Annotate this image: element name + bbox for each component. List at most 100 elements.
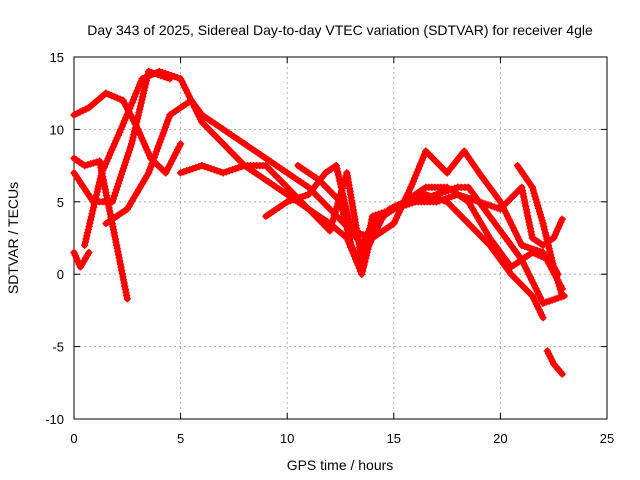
y-tick-label: 5 [57,195,64,210]
data-point-marker [81,238,90,246]
data-point-marker [136,105,144,113]
data-point-marker [361,247,369,255]
data-point-marker [519,190,527,198]
data-point-marker [90,200,98,208]
data-point-marker [547,254,556,262]
data-point-marker [87,213,95,221]
data-point-marker [358,260,367,268]
data-point-marker [339,207,347,215]
data-point-marker [547,250,555,259]
data-point-marker [132,121,140,129]
data-point-marker [362,241,371,249]
data-point-marker [339,210,348,218]
data-point-marker [549,260,557,268]
data-point-marker [550,263,558,271]
data-point-marker [551,269,560,277]
data-point-marker [95,181,103,190]
data-point-marker [85,222,93,230]
series-track-4 [70,67,174,206]
data-point-marker [524,212,532,220]
y-tick-label: 10 [50,122,64,137]
data-point-marker [336,198,345,206]
data-point-marker [88,210,96,218]
data-point-marker [525,218,533,226]
data-point-marker [362,244,370,252]
x-tick-label: 20 [493,431,507,446]
data-point-marker [129,133,137,142]
data-point-marker [94,184,102,193]
data-point-marker [521,199,529,207]
data-point-marker [520,196,528,204]
series-track-11 [543,347,566,378]
data-point-marker [539,219,547,228]
x-axis-label: GPS time / hours [287,457,394,473]
data-point-marker [342,219,350,228]
data-point-marker [368,215,376,224]
data-point-marker [86,216,95,224]
data-point-marker [343,226,351,234]
series-track-7 [177,162,547,322]
data-point-marker [551,231,559,239]
data-point-marker [555,282,563,290]
data-point-marker [337,201,345,209]
data-point-marker [524,215,532,223]
data-point-marker [544,238,552,246]
data-point-marker [366,225,374,233]
x-tick-label: 0 [70,431,77,446]
data-point-marker [141,83,149,91]
series-track-10 [513,162,566,300]
data-point-marker [137,99,145,107]
data-point-marker [130,130,138,139]
data-point-marker [359,257,367,265]
data-point-marker [139,89,148,98]
data-point-marker [334,168,342,176]
data-point-marker [83,232,91,240]
data-point-marker [96,175,104,183]
data-point-marker [84,225,92,234]
data-point-marker [341,216,349,225]
series-track-9 [294,162,566,271]
data-point-marker [366,222,375,230]
data-point-marker [545,244,553,252]
data-point-marker [526,221,534,229]
data-point-marker [523,209,531,217]
data-point-marker [364,231,373,239]
x-tick-label: 15 [387,431,401,446]
data-point-marker [89,203,98,212]
data-point-marker [86,219,94,227]
data-point-marker [93,188,101,196]
data-point-marker [339,189,347,198]
data-point-marker [552,273,561,281]
data-point-marker [555,221,563,230]
data-point-marker [367,219,375,227]
data-point-marker [520,193,528,201]
data-point-marker [540,223,548,231]
data-point-marker [95,178,104,186]
y-tick-label: 15 [50,50,64,65]
data-point-marker [522,205,530,214]
data-point-marker [558,292,566,300]
data-point-marker [135,108,143,117]
data-point-marker [554,224,562,233]
data-point-marker [127,140,136,148]
data-point-marker [528,231,536,239]
data-point-marker [360,250,369,258]
data-point-marker [518,186,526,195]
data-point-marker [544,241,552,249]
data-point-marker [177,140,185,148]
data-point-marker [550,234,558,242]
data-point-marker [334,171,342,179]
data-point-marker [123,295,131,303]
data-point-marker [346,238,354,246]
data-point-marker [136,102,145,110]
data-point-marker [82,235,90,243]
data-point-marker [363,238,371,246]
data-point-marker [337,183,345,191]
series-line [71,68,173,205]
data-point-marker [128,137,136,145]
data-point-marker [138,96,146,104]
data-point-marker [557,218,565,226]
data-point-marker [340,213,348,221]
data-point-marker [335,174,343,182]
